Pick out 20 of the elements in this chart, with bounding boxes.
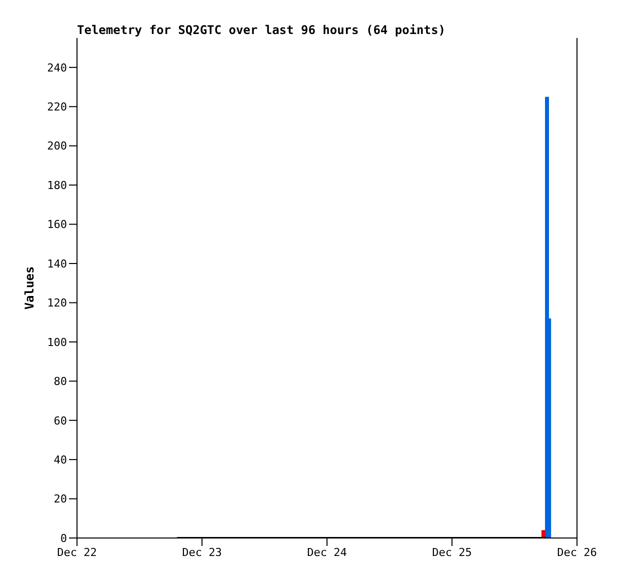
y-tick-label: 80 (54, 375, 67, 388)
y-tick-label: 220 (47, 100, 67, 114)
y-tick-label: 160 (47, 218, 67, 232)
y-tick-label: 240 (47, 61, 67, 74)
y-tick-label: 0 (60, 532, 67, 545)
y-tick-label: 120 (47, 296, 67, 310)
y-axis-title: Values (22, 266, 36, 310)
x-tick-label: Dec 22 (57, 546, 97, 559)
y-tick-label: 60 (54, 414, 67, 428)
x-tick-label: Dec 23 (182, 546, 222, 559)
x-tick-label: Dec 26 (557, 546, 597, 559)
y-tick-label: 200 (47, 140, 67, 153)
x-tick-label: Dec 24 (307, 546, 348, 559)
y-tick-label: 40 (54, 453, 67, 466)
y-tick-label: 140 (47, 257, 67, 270)
y-tick-label: 100 (47, 336, 67, 349)
x-tick-label: Dec 25 (432, 546, 472, 559)
y-tick-label: 180 (47, 178, 67, 192)
y-tick-label: 20 (54, 492, 67, 506)
chart-title: Telemetry for SQ2GTC over last 96 hours (64 points) (77, 23, 446, 37)
